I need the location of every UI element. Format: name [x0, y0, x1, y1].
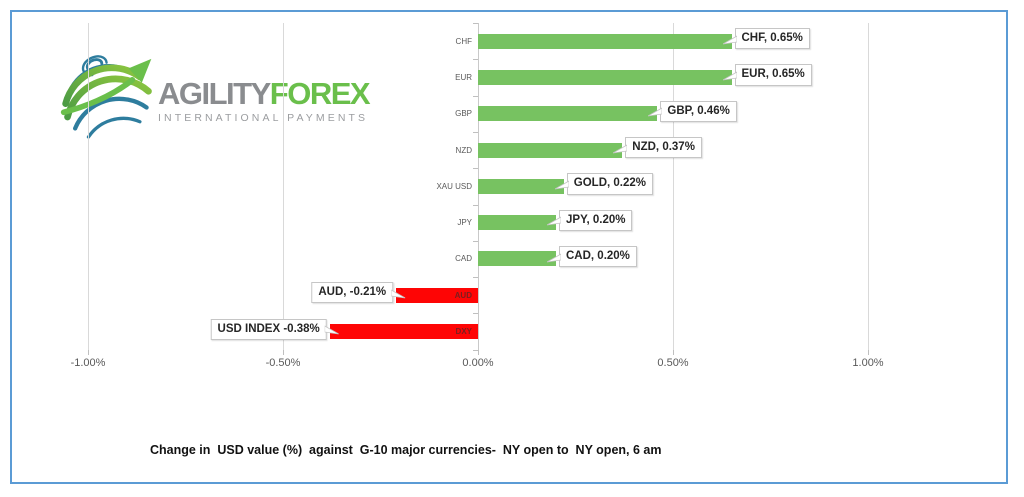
bar-gbp — [478, 106, 658, 122]
data-label-text: EUR, 0.65% — [741, 68, 805, 81]
vertical-gridline — [868, 23, 869, 350]
x-axis-tick-label: 0.00% — [462, 356, 494, 369]
category-axis-tick — [473, 95, 478, 97]
category-axis-tick — [473, 23, 478, 24]
category-axis-tick — [473, 204, 478, 206]
callout-pointer — [613, 144, 628, 154]
callout-pointer — [547, 253, 561, 262]
chart-title: Change in USD value (%) against G-10 maj… — [150, 443, 662, 457]
category-axis-tick — [473, 168, 478, 170]
brand-name-agility: AGILITY — [158, 76, 271, 111]
data-label-text: NZD, 0.37% — [632, 141, 695, 154]
brand-tagline: INTERNATIONAL PAYMENTS — [158, 112, 369, 124]
vertical-gridline — [283, 23, 284, 350]
data-label-callout: EUR, 0.65% — [722, 64, 812, 86]
category-axis-tick — [473, 240, 478, 242]
data-label-callout: GBP, 0.46% — [648, 100, 737, 122]
data-label-text: AUD, -0.21% — [318, 286, 387, 299]
data-label-callout: JPY, 0.20% — [547, 209, 633, 231]
bar-chf — [478, 33, 732, 49]
bar-aud — [396, 287, 478, 303]
x-axis-tick — [478, 349, 479, 355]
x-axis-tick-label: -0.50% — [265, 356, 301, 369]
category-label: AUD — [454, 290, 472, 300]
category-label: NZD — [455, 145, 472, 155]
category-label: GBP — [455, 109, 472, 119]
x-axis-tick-label: 1.00% — [852, 356, 884, 369]
bar-dxy — [329, 324, 478, 340]
data-label-callout: AUD, -0.21% — [311, 282, 406, 304]
callout-pointer — [547, 216, 561, 226]
data-label-text: JPY, 0.20% — [566, 213, 626, 226]
data-label-text: CHF, 0.65% — [741, 32, 803, 45]
x-axis-tick — [88, 349, 89, 355]
data-label-callout: GOLD, 0.22% — [554, 173, 654, 195]
callout-pointer — [722, 71, 737, 81]
callout-pointer — [722, 35, 737, 45]
data-label-text: USD INDEX -0.38% — [217, 322, 320, 335]
category-axis-tick — [473, 131, 478, 133]
data-label-callout: USD INDEX -0.38% — [210, 318, 339, 340]
globe-arrow-icon — [60, 55, 152, 139]
category-label: XAU USD — [436, 181, 472, 191]
data-label-callout: NZD, 0.37% — [613, 137, 702, 159]
callout-pointer — [554, 180, 569, 190]
brand-name-forex: FOREX — [269, 76, 371, 111]
category-axis-tick — [473, 277, 478, 279]
category-axis-tick — [473, 59, 478, 61]
category-label: CAD — [455, 254, 472, 264]
bar-jpy — [478, 215, 556, 231]
agilityforex-logo: AGILITYFOREX INTERNATIONAL PAYMENTS — [58, 50, 371, 142]
category-label: EUR — [455, 72, 472, 82]
vertical-gridline — [88, 23, 89, 350]
data-label-text: GOLD, 0.22% — [573, 177, 647, 190]
bar-eur — [478, 69, 732, 85]
category-axis-tick — [473, 349, 478, 351]
data-label-callout: CHF, 0.65% — [722, 28, 810, 50]
category-label: CHF — [455, 36, 472, 46]
data-label-text: CAD, 0.20% — [566, 249, 630, 262]
bar-nzd — [478, 142, 623, 158]
bar-xau-usd — [478, 178, 564, 194]
callout-pointer — [324, 325, 339, 335]
data-label-text: GBP, 0.46% — [667, 104, 730, 117]
category-axis-tick — [473, 313, 478, 315]
data-label-callout: CAD, 0.20% — [547, 245, 637, 268]
category-label: JPY — [457, 218, 472, 228]
bar-cad — [478, 251, 556, 267]
category-label: DXY — [455, 327, 472, 337]
callout-pointer — [648, 107, 663, 117]
x-axis-tick-label: 0.50% — [657, 356, 689, 369]
x-axis-tick — [283, 349, 284, 355]
vertical-gridline — [673, 23, 674, 350]
x-axis-tick — [868, 349, 869, 355]
callout-pointer — [391, 289, 406, 299]
x-axis-tick-label: -1.00% — [70, 356, 106, 369]
chart-border-frame — [10, 10, 1008, 484]
brand-name: AGILITYFOREX — [158, 76, 371, 111]
x-axis-tick — [673, 349, 674, 355]
